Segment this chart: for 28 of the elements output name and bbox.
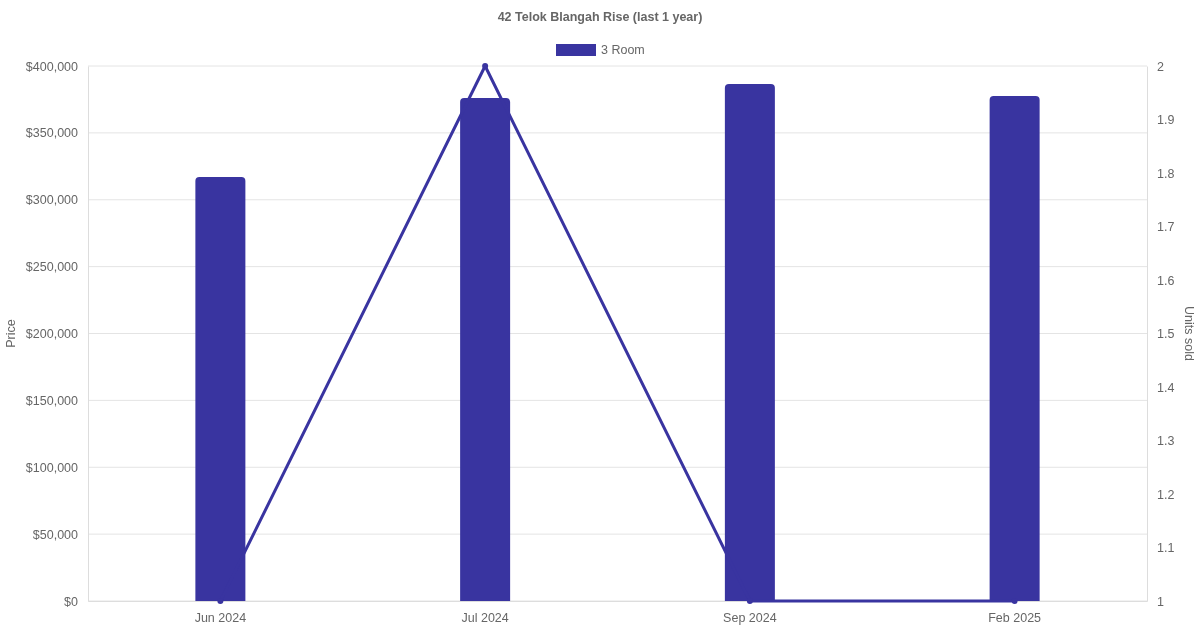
y-axis-title: Price	[4, 319, 18, 348]
x-tick-label: Feb 2025	[988, 610, 1042, 625]
y2-tick-label: 1.4	[1157, 380, 1175, 395]
y2-tick-label: 1.3	[1157, 434, 1175, 448]
y-tick-label: $250,000	[25, 260, 79, 275]
y2-tick-label: 1.6	[1157, 273, 1175, 288]
y-tick-label: $100,000	[25, 460, 79, 475]
y-tick-label: $50,000	[32, 527, 79, 542]
y2-tick-label: 1.2	[1157, 487, 1175, 502]
y-tick-label: $300,000	[25, 193, 79, 208]
y-tick-label: $200,000	[25, 327, 79, 341]
x-tick-label: Jun 2024	[194, 610, 247, 625]
y2-tick-label: 1.5	[1157, 327, 1175, 341]
y2-tick-label: 1.1	[1157, 541, 1175, 555]
y2-tick-label: 1.8	[1157, 166, 1175, 181]
x-tick-label: Jul 2024	[461, 610, 509, 625]
y-tick-label: $400,000	[25, 59, 79, 74]
y2-axis-title: Units sold	[1182, 306, 1196, 361]
y-tick-label: $350,000	[25, 126, 79, 141]
y-tick-label: $150,000	[25, 393, 79, 408]
y2-tick-label: 1.7	[1157, 220, 1175, 234]
legend-label: 3 Room	[601, 43, 645, 57]
y2-tick-label: 1.9	[1157, 113, 1175, 127]
x-tick-label: Sep 2024	[723, 610, 777, 625]
y2-tick-label: 2	[1157, 59, 1164, 74]
y-tick-label: $0	[64, 594, 79, 609]
y2-tick-label: 1	[1157, 594, 1164, 609]
chart-title: 42 Telok Blangah Rise (last 1 year)	[497, 10, 703, 24]
